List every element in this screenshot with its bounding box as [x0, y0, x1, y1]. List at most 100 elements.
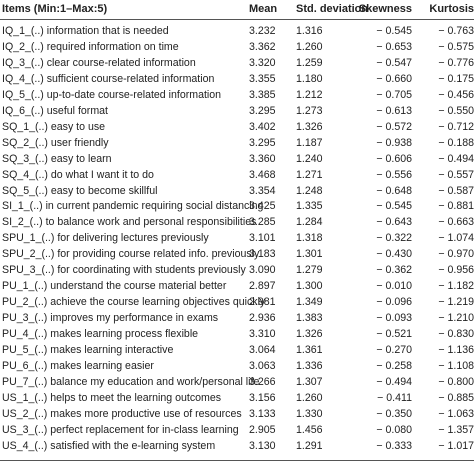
kurtosis-cell: − 0.885 [438, 391, 474, 404]
std-deviation-cell: 1.212 [296, 88, 323, 101]
kurtosis-cell: − 1.357 [438, 423, 474, 436]
skewness-cell: − 0.613 [376, 104, 412, 117]
kurtosis-cell: − 0.494 [438, 152, 474, 165]
item-cell: IQ_6_(..) useful format [2, 104, 108, 117]
header-skewness: Skewness [358, 3, 412, 15]
kurtosis-cell: − 0.175 [438, 72, 474, 85]
skewness-cell: − 0.643 [376, 216, 412, 229]
mean-cell: 3.156 [249, 391, 276, 404]
kurtosis-cell: − 0.188 [438, 136, 474, 149]
item-cell: IQ_4_(..) sufficient course-related info… [2, 72, 215, 85]
mean-cell: 3.285 [249, 216, 276, 229]
skewness-cell: − 0.096 [376, 296, 412, 309]
header-kurtosis: Kurtosis [429, 3, 474, 15]
header-rule [0, 19, 474, 20]
header-std-deviation: Std. deviation [296, 3, 369, 15]
mean-cell: 3.266 [249, 375, 276, 388]
item-cell: SQ_1_(..) easy to use [2, 120, 106, 133]
skewness-cell: − 0.430 [376, 248, 412, 261]
mean-cell: 3.468 [249, 168, 276, 181]
skewness-cell: − 0.545 [376, 25, 412, 37]
std-deviation-cell: 1.326 [296, 120, 323, 133]
item-cell: US_3_(..) perfect replacement for in-cla… [2, 423, 239, 436]
mean-cell: 3.402 [249, 120, 276, 133]
item-cell: SI_1_(..) in current pandemic requiring … [2, 200, 264, 213]
skewness-cell: − 0.705 [376, 88, 412, 101]
item-cell: PU_3_(..) improves my performance in exa… [2, 312, 219, 325]
std-deviation-cell: 1.260 [296, 40, 323, 53]
kurtosis-cell: − 0.663 [438, 216, 474, 229]
skewness-cell: − 0.660 [376, 72, 412, 85]
skewness-cell: − 0.093 [376, 312, 412, 325]
kurtosis-cell: − 1.136 [438, 344, 474, 356]
item-cell: SQ_4_(..) do what I want it to do [2, 168, 154, 181]
kurtosis-cell: − 0.800 [438, 375, 474, 388]
kurtosis-cell: − 0.830 [438, 328, 474, 341]
kurtosis-cell: − 0.456 [438, 88, 474, 101]
item-cell: SPU_1_(..) for delivering lectures previ… [2, 232, 209, 245]
item-cell: IQ_5_(..) up-to-date course-related info… [2, 88, 222, 101]
item-cell: IQ_2_(..) required information on time [2, 40, 179, 53]
std-deviation-cell: 1.326 [296, 328, 323, 341]
std-deviation-cell: 1.300 [296, 280, 323, 293]
kurtosis-cell: − 1.063 [438, 407, 474, 420]
kurtosis-cell: − 0.776 [438, 56, 474, 69]
kurtosis-cell: − 0.970 [438, 248, 474, 261]
skewness-cell: − 0.322 [376, 232, 412, 245]
mean-cell: 3.310 [249, 328, 276, 341]
item-cell: US_1_(..) helps to meet the learning out… [2, 391, 222, 404]
std-deviation-cell: 1.335 [296, 200, 323, 213]
item-cell: IQ_1_(..) information that is needed [2, 25, 169, 37]
header-item: Items (Min:1–Max:5) [2, 3, 108, 15]
skewness-cell: − 0.350 [376, 407, 412, 420]
mean-cell: 3.355 [249, 72, 276, 85]
skewness-cell: − 0.010 [376, 280, 412, 293]
skewness-cell: − 0.411 [377, 391, 412, 404]
kurtosis-cell: − 0.575 [438, 40, 474, 53]
mean-cell: 3.295 [249, 104, 276, 117]
item-cell: IQ_3_(..) clear course-related informati… [2, 56, 196, 69]
std-deviation-cell: 1.361 [296, 344, 323, 356]
bottom-rule [0, 460, 474, 461]
skewness-cell: − 0.080 [376, 423, 412, 436]
skewness-cell: − 0.653 [376, 40, 412, 53]
mean-cell: 3.130 [249, 439, 276, 452]
item-cell: SPU_3_(..) for coordinating with student… [2, 264, 246, 277]
std-deviation-cell: 1.279 [296, 264, 323, 277]
skewness-cell: − 0.270 [376, 344, 412, 356]
kurtosis-cell: − 1.108 [438, 359, 474, 372]
std-deviation-cell: 1.284 [296, 216, 323, 229]
skewness-cell: − 0.362 [376, 264, 412, 277]
kurtosis-cell: − 1.017 [438, 439, 474, 452]
mean-cell: 3.090 [249, 264, 276, 277]
skewness-cell: − 0.648 [376, 184, 412, 197]
std-deviation-cell: 1.456 [296, 423, 323, 436]
kurtosis-cell: − 0.712 [438, 120, 474, 133]
mean-cell: 3.425 [249, 200, 276, 213]
mean-cell: 3.360 [249, 152, 276, 165]
kurtosis-cell: − 0.763 [438, 25, 474, 37]
std-deviation-cell: 1.336 [296, 359, 323, 372]
mean-cell: 3.320 [249, 56, 276, 69]
item-cell: PU_1_(..) understand the course material… [2, 280, 227, 293]
mean-cell: 2.897 [249, 280, 276, 293]
std-deviation-cell: 1.180 [296, 72, 323, 85]
mean-cell: 3.063 [249, 359, 276, 372]
mean-cell: 2.981 [249, 296, 276, 309]
std-deviation-cell: 1.307 [296, 375, 323, 388]
std-deviation-cell: 1.260 [296, 391, 323, 404]
std-deviation-cell: 1.316 [296, 25, 323, 37]
kurtosis-cell: − 1.210 [438, 312, 474, 325]
kurtosis-cell: − 0.956 [438, 264, 474, 277]
kurtosis-cell: − 1.219 [438, 296, 474, 309]
mean-cell: 3.133 [249, 407, 276, 420]
item-cell: PU_6_(..) makes learning easier [2, 359, 154, 372]
std-deviation-cell: 1.291 [296, 439, 323, 452]
mean-cell: 3.385 [249, 88, 276, 101]
std-deviation-cell: 1.240 [296, 152, 323, 165]
mean-cell: 3.101 [249, 232, 276, 245]
kurtosis-cell: − 1.182 [438, 280, 474, 293]
header-mean: Mean [249, 3, 278, 15]
item-cell: PU_7_(..) balance my education and work/… [2, 375, 260, 388]
mean-cell: 3.362 [249, 40, 276, 53]
